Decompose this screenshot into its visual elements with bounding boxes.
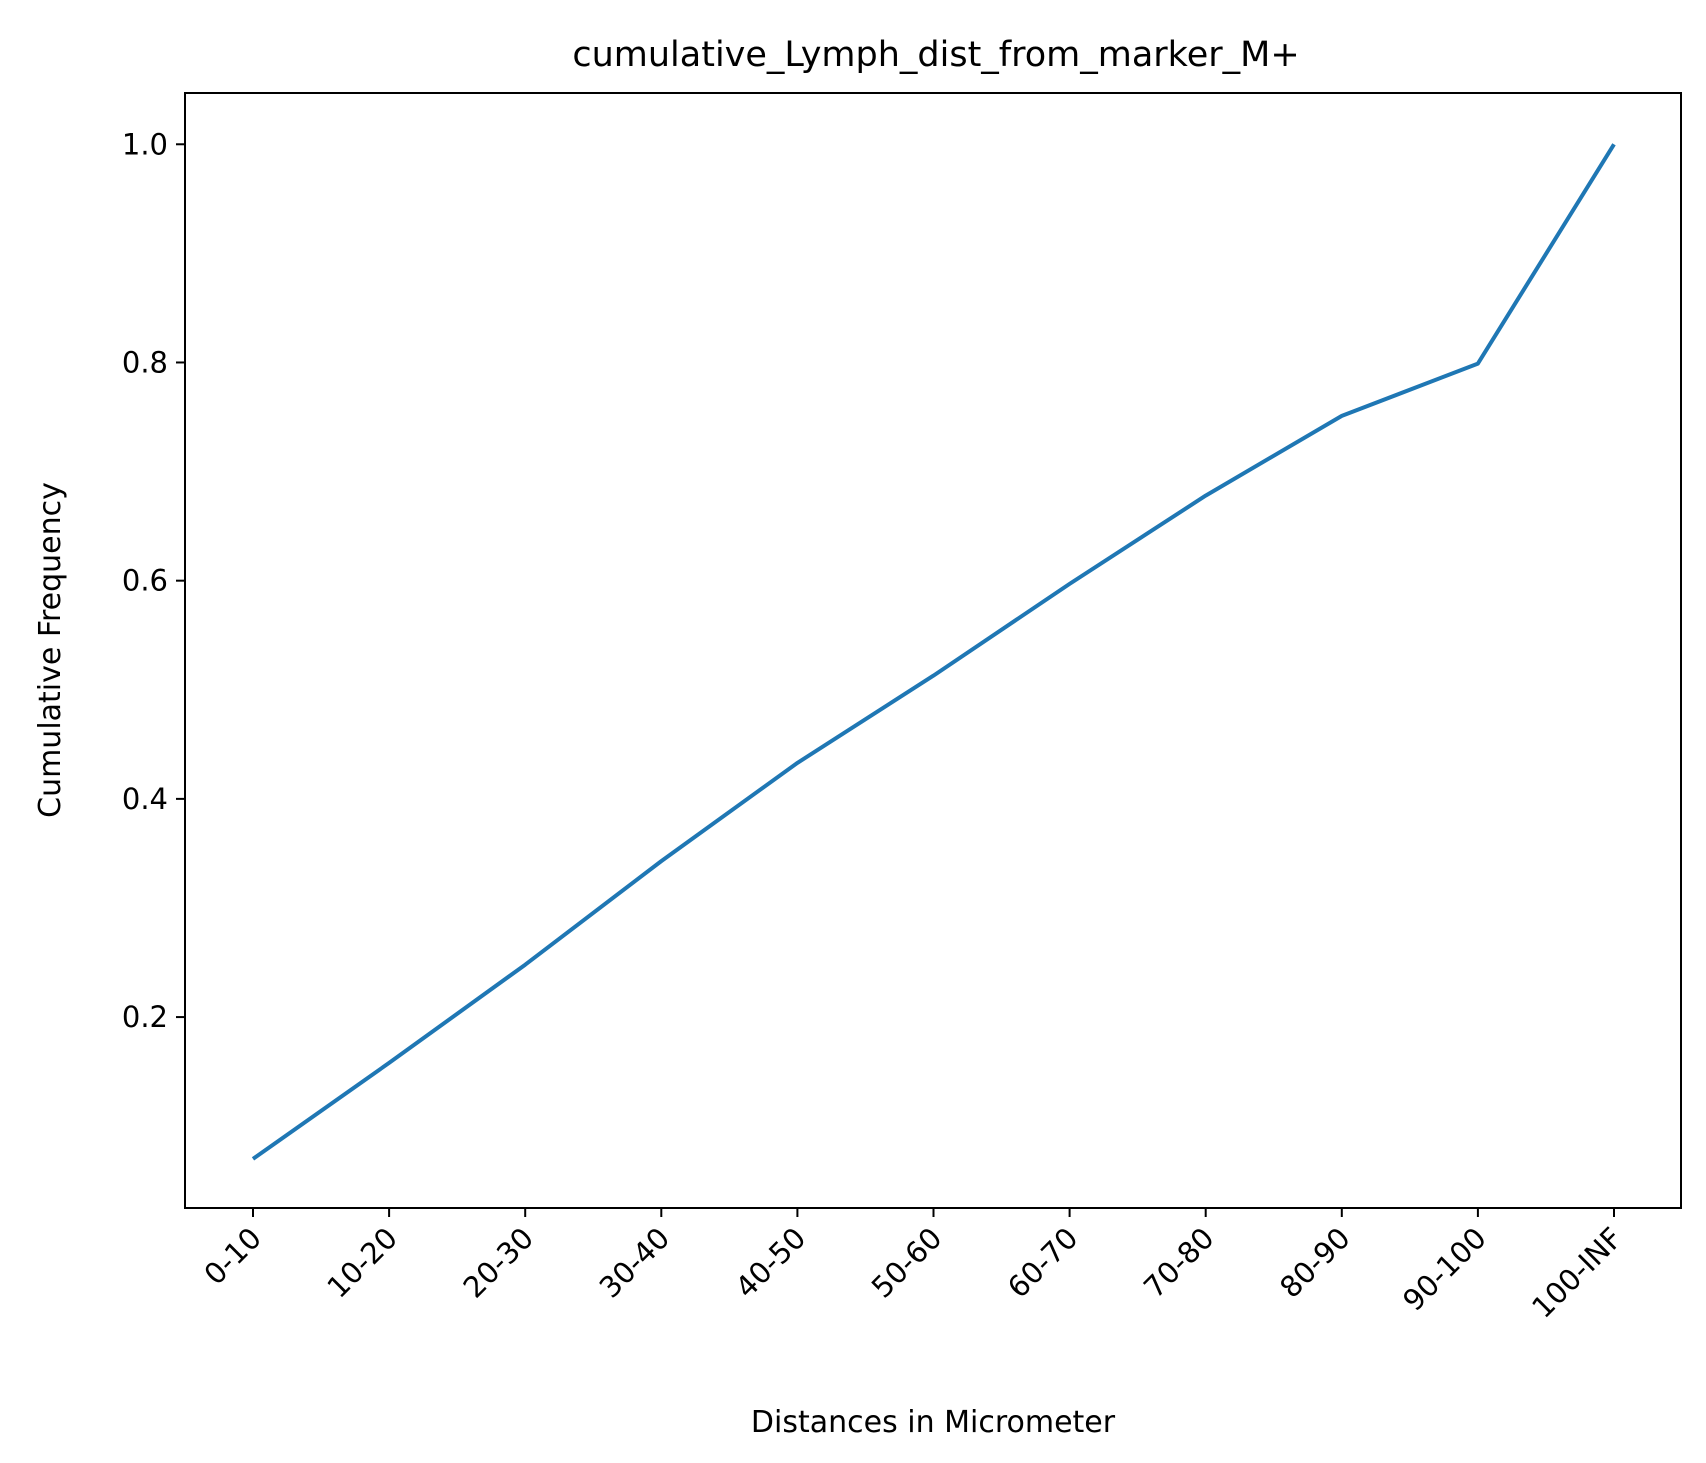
plot-area-frame (184, 92, 1682, 1209)
x-axis-label: Distances in Micrometer (751, 1405, 1116, 1440)
x-tick-label: 60-70 (1001, 1221, 1085, 1305)
y-axis: 0.2 0.4 0.6 0.8 1.0 (122, 127, 185, 1034)
x-tick-label: 80-90 (1273, 1221, 1357, 1305)
series-line (251, 143, 1616, 1161)
y-tick-label: 0.8 (122, 345, 168, 379)
x-tick-label: 20-30 (457, 1221, 541, 1305)
y-tick-label: 0.2 (122, 1000, 168, 1034)
y-tick-label: 1.0 (122, 127, 168, 161)
x-axis: 0-10 10-20 20-30 30-40 40-50 50-60 60-70 70-80 8… (197, 1208, 1629, 1325)
y-tick-label: 0.6 (122, 564, 168, 598)
y-tick-label: 0.4 (122, 782, 168, 816)
x-tick-label: 10-20 (320, 1221, 404, 1305)
x-tick-label: 90-100 (1396, 1221, 1493, 1318)
series-layer (251, 143, 1616, 1161)
y-axis-label: Cumulative Frequency (33, 482, 68, 818)
x-tick-label: 70-80 (1137, 1221, 1221, 1305)
x-tick-label: 50-60 (865, 1221, 949, 1305)
x-tick-label: 0-10 (197, 1221, 268, 1292)
x-tick-label: 100-INF (1525, 1221, 1629, 1325)
chart-title: cumulative_Lymph_dist_from_marker_M+ (572, 35, 1299, 75)
x-tick-label: 40-50 (729, 1221, 813, 1305)
x-tick-label: 30-40 (593, 1221, 677, 1305)
